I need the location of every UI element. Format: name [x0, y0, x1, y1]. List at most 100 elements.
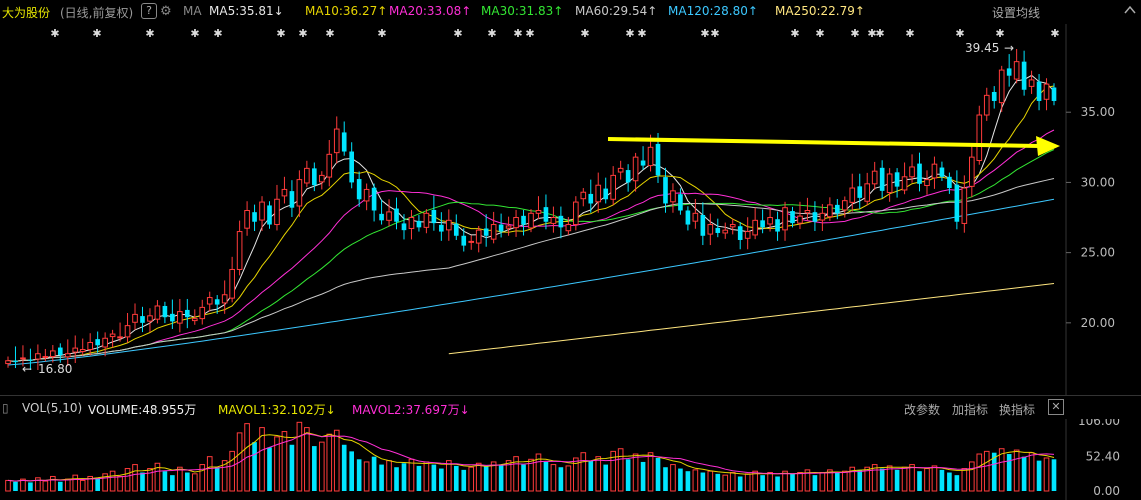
event-marker[interactable]: ✱	[850, 27, 859, 40]
candle-body[interactable]	[498, 224, 504, 232]
candle-body[interactable]	[20, 357, 26, 360]
event-marker[interactable]: ✱	[995, 27, 1004, 40]
candle-body[interactable]	[468, 240, 475, 243]
candle-body[interactable]	[917, 163, 922, 184]
candle-body[interactable]	[1043, 83, 1050, 100]
candle-body[interactable]	[475, 229, 482, 244]
event-marker[interactable]: ✱	[190, 27, 199, 40]
candle-body[interactable]	[812, 212, 818, 222]
candle-body[interactable]	[1051, 87, 1057, 101]
candle-body[interactable]	[632, 156, 639, 182]
event-marker[interactable]: ✱	[1050, 27, 1059, 40]
candle-body[interactable]	[775, 219, 780, 232]
event-marker[interactable]: ✱	[637, 27, 646, 40]
candle-body[interactable]	[64, 353, 71, 358]
candle-body[interactable]	[341, 132, 347, 152]
event-marker[interactable]: ✱	[145, 27, 154, 40]
event-marker[interactable]: ✱	[487, 27, 496, 40]
candle-body[interactable]	[1036, 81, 1042, 101]
candle-body[interactable]	[50, 350, 56, 358]
event-marker[interactable]: ✱	[513, 27, 522, 40]
candle-body[interactable]	[431, 209, 437, 224]
candle-body[interactable]	[13, 360, 18, 363]
candle-body[interactable]	[580, 191, 587, 200]
volume-chart[interactable]: 106.00 52.40 0.00	[0, 419, 1141, 500]
candle-body[interactable]	[513, 217, 519, 229]
collapse-up-icon[interactable]	[1124, 5, 1136, 15]
candle-body[interactable]	[947, 176, 952, 189]
event-marker[interactable]: ✱	[955, 27, 964, 40]
candle-body[interactable]	[543, 207, 549, 222]
candle-body[interactable]	[678, 194, 683, 211]
candle-body[interactable]	[333, 128, 340, 154]
candle-body[interactable]	[184, 309, 190, 318]
candle-body[interactable]	[423, 212, 430, 228]
candle-body[interactable]	[760, 220, 765, 228]
event-marker[interactable]: ✱	[905, 27, 914, 40]
candle-body[interactable]	[610, 174, 617, 200]
candle-body[interactable]	[588, 193, 594, 204]
candle-body[interactable]	[42, 356, 49, 359]
candle-body[interactable]	[483, 228, 489, 236]
candle-body[interactable]	[521, 215, 526, 225]
candle-body[interactable]	[57, 347, 63, 356]
event-marker[interactable]: ✱	[790, 27, 799, 40]
candle-body[interactable]	[663, 177, 668, 204]
candle-body[interactable]	[528, 212, 534, 229]
candle-body[interactable]	[924, 179, 930, 187]
close-icon[interactable]: ✕	[1048, 399, 1064, 415]
candle-body[interactable]	[312, 168, 317, 186]
candle-body[interactable]	[790, 211, 795, 224]
candle-body[interactable]	[722, 229, 729, 234]
candle-body[interactable]	[737, 226, 743, 240]
candle-body[interactable]	[221, 294, 228, 304]
candle-body[interactable]	[289, 191, 295, 208]
candle-body[interactable]	[647, 146, 654, 167]
candle-body[interactable]	[715, 227, 721, 233]
candle-body[interactable]	[401, 223, 407, 231]
candle-body[interactable]	[909, 166, 915, 178]
candle-body[interactable]	[259, 201, 265, 221]
add-indicator-button[interactable]: 加指标	[952, 403, 989, 417]
candle-body[interactable]	[565, 224, 572, 232]
candle-body[interactable]	[729, 224, 736, 228]
candle-body[interactable]	[961, 187, 968, 224]
event-marker[interactable]: ✱	[325, 27, 334, 40]
candle-body[interactable]	[170, 313, 175, 322]
candle-body[interactable]	[1013, 61, 1020, 80]
candle-body[interactable]	[954, 184, 960, 222]
candle-body[interactable]	[931, 163, 938, 179]
candle-body[interactable]	[617, 167, 624, 173]
candle-body[interactable]	[804, 210, 811, 214]
candle-body[interactable]	[692, 212, 699, 222]
candle-body[interactable]	[304, 167, 310, 184]
help-icon[interactable]: ?	[141, 3, 157, 19]
event-marker[interactable]: ✱	[50, 27, 59, 40]
candle-body[interactable]	[1006, 68, 1012, 76]
candle-body[interactable]	[274, 198, 280, 226]
candle-body[interactable]	[394, 208, 399, 222]
event-marker[interactable]: ✱	[377, 27, 386, 40]
event-marker[interactable]: ✱	[298, 27, 307, 40]
candle-body[interactable]	[162, 305, 168, 318]
candle-body[interactable]	[625, 170, 631, 183]
candle-body[interactable]	[744, 231, 751, 239]
candle-body[interactable]	[894, 172, 900, 187]
candle-body[interactable]	[603, 188, 609, 200]
gear-icon[interactable]: ⚙	[160, 4, 172, 19]
candle-body[interactable]	[87, 341, 94, 351]
candle-body[interactable]	[841, 200, 848, 211]
candle-body[interactable]	[550, 217, 557, 224]
candle-body[interactable]	[453, 223, 459, 236]
candle-body[interactable]	[244, 210, 250, 229]
candle-body[interactable]	[79, 349, 86, 352]
candle-body[interactable]	[28, 359, 33, 361]
candle-body[interactable]	[408, 217, 415, 229]
candle-body[interactable]	[191, 318, 198, 322]
candle-body[interactable]	[558, 215, 564, 228]
candle-body[interactable]	[864, 183, 871, 202]
candle-body[interactable]	[782, 207, 788, 231]
candle-body[interactable]	[117, 336, 123, 339]
candle-body[interactable]	[386, 211, 392, 221]
candle-body[interactable]	[35, 353, 41, 360]
